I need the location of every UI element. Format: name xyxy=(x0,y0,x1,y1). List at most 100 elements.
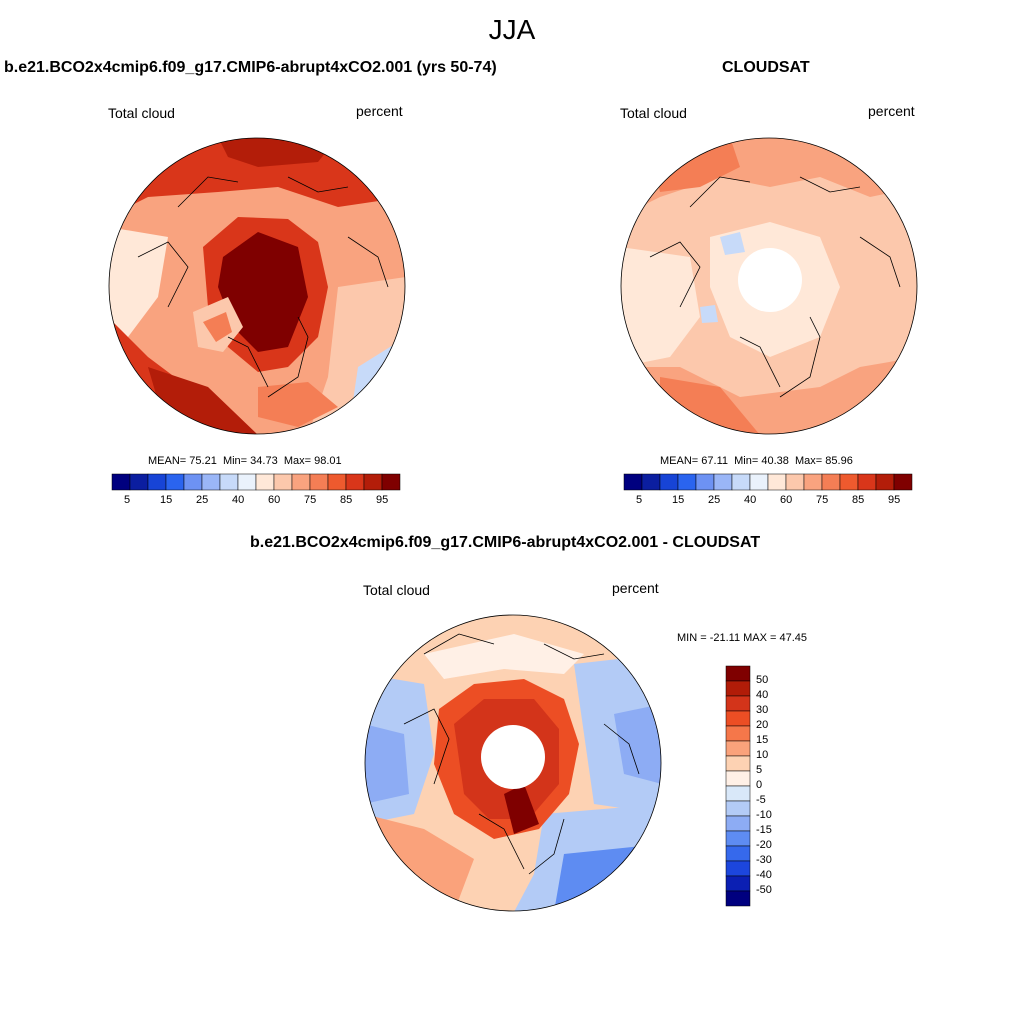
obs-colorbar-swatch xyxy=(677,473,697,491)
obs-max-label: Max= xyxy=(795,455,823,467)
obs-colorbar-tick: 40 xyxy=(744,494,757,506)
diff-colorbar-tick: 20 xyxy=(756,719,769,731)
figure-title: JJA xyxy=(488,14,536,45)
diff-colorbar-tick: 30 xyxy=(756,704,769,716)
diff-colorbar-swatch xyxy=(725,770,751,787)
diff-colorbar-swatch xyxy=(725,845,751,862)
model-colorbar-swatch xyxy=(111,473,131,491)
model-colorbar-swatch xyxy=(183,473,203,491)
model-colorbar-swatch xyxy=(327,473,347,491)
obs-colorbar-swatch xyxy=(767,473,787,491)
diff-colorbar-tick: -40 xyxy=(756,869,772,881)
obs-colorbar-swatch xyxy=(731,473,751,491)
model-colorbar-swatch xyxy=(363,473,383,491)
diff-colorbar-tick: 15 xyxy=(756,734,769,746)
obs-variable-label: Total cloud xyxy=(620,105,687,121)
obs-units-label: percent xyxy=(868,103,915,119)
diff-colorbar-tick: 5 xyxy=(756,764,763,776)
diff-colorbar-tick: -10 xyxy=(756,809,772,821)
obs-colorbar-tick: 85 xyxy=(852,494,865,506)
obs-colorbar-tick: 60 xyxy=(780,494,793,506)
model-max-label: Max= xyxy=(283,455,312,467)
diff-colorbar-tick: -15 xyxy=(756,824,772,836)
obs-colorbar-swatch xyxy=(893,473,913,491)
model-max-value: 98.01 xyxy=(314,455,342,467)
obs-colorbar-tick: 15 xyxy=(672,494,685,506)
obs-panel-title: CLOUDSAT xyxy=(722,59,810,76)
obs-min-label: Min= xyxy=(734,455,759,467)
model-colorbar-swatch xyxy=(129,473,149,491)
model-colorbar-swatch xyxy=(219,473,239,491)
obs-colorbar-tick: 95 xyxy=(888,494,901,506)
obs-colorbar-swatch xyxy=(875,473,895,491)
model-colorbar-swatch xyxy=(165,473,185,491)
model-mean-value: 75.21 xyxy=(189,455,217,467)
diff-colorbar-swatch xyxy=(725,710,751,727)
diff-colorbar-tick: -5 xyxy=(756,794,766,806)
obs-colorbar-swatch xyxy=(785,473,805,491)
diff-colorbar-swatch xyxy=(725,755,751,772)
model-colorbar-swatch xyxy=(345,473,365,491)
diff-colorbar-swatch xyxy=(725,860,751,877)
model-min-label: Min= xyxy=(222,455,248,467)
diff-colorbar-swatch xyxy=(725,695,751,712)
diff-colorbar-tick: 40 xyxy=(756,689,769,701)
obs-colorbar-ticks: 5 15 25 40 60 75 85 95 xyxy=(624,494,912,508)
diff-colorbar-swatch xyxy=(725,785,751,802)
obs-polar-map xyxy=(620,137,918,435)
diff-colorbar-swatch xyxy=(725,680,751,697)
obs-colorbar-tick: 5 xyxy=(636,494,643,506)
diff-polar-map xyxy=(364,614,662,912)
obs-colorbar-swatch xyxy=(749,473,769,491)
model-polar-map xyxy=(108,137,406,435)
diff-colorbar-swatch xyxy=(725,815,751,832)
obs-colorbar-swatch xyxy=(713,473,733,491)
model-colorbar-tick: 85 xyxy=(340,494,353,506)
diff-units-label: percent xyxy=(612,580,659,596)
obs-colorbar-swatch xyxy=(641,473,661,491)
obs-colorbar-swatch xyxy=(821,473,841,491)
diff-colorbar-swatch xyxy=(725,890,751,907)
obs-min-value: 40.38 xyxy=(761,455,789,467)
model-colorbar-swatch xyxy=(291,473,311,491)
obs-colorbar-swatch xyxy=(695,473,715,491)
obs-colorbar-swatch xyxy=(803,473,823,491)
obs-colorbar-tick: 25 xyxy=(708,494,721,506)
diff-colorbar-tick: 50 xyxy=(756,674,769,686)
obs-max-value: 85.96 xyxy=(825,455,853,467)
model-units-label: percent xyxy=(356,103,403,119)
model-colorbar-tick: 5 xyxy=(124,494,131,506)
diff-colorbar-swatch xyxy=(725,800,751,817)
obs-colorbar-swatch xyxy=(839,473,859,491)
model-colorbar-swatch xyxy=(309,473,329,491)
diff-colorbar-ticks: 50 40 30 20 15 10 5 0 -5 -10 -15 -20 -30 -40 -50 xyxy=(756,666,796,906)
model-colorbar-swatch xyxy=(273,473,293,491)
model-colorbar xyxy=(111,473,401,491)
model-colorbar-tick: 15 xyxy=(160,494,173,506)
diff-colorbar-swatch xyxy=(725,725,751,742)
model-colorbar-tick: 40 xyxy=(232,494,245,506)
model-colorbar-tick: 25 xyxy=(196,494,209,506)
diff-colorbar-tick: 10 xyxy=(756,749,769,761)
model-colorbar-swatch xyxy=(147,473,167,491)
obs-colorbar-tick: 75 xyxy=(816,494,829,506)
diff-colorbar-swatch xyxy=(725,875,751,892)
model-mean-label: MEAN= xyxy=(148,455,187,467)
obs-mean-value: 67.11 xyxy=(701,455,728,467)
model-panel-title: b.e21.BCO2x4cmip6.f09_g17.CMIP6-abrupt4x… xyxy=(4,59,497,76)
diff-colorbar-tick: -50 xyxy=(756,884,772,896)
model-colorbar-ticks: 5 15 25 40 60 75 85 95 xyxy=(112,494,400,508)
model-min-value: 34.73 xyxy=(250,455,278,467)
obs-colorbar xyxy=(623,473,913,491)
diff-colorbar-swatch xyxy=(725,830,751,847)
diff-panel-title: b.e21.BCO2x4cmip6.f09_g17.CMIP6-abrupt4x… xyxy=(250,534,761,551)
obs-colorbar-swatch xyxy=(857,473,877,491)
diff-colorbar-tick: 0 xyxy=(756,779,763,791)
diff-colorbar-tick: -20 xyxy=(756,839,772,851)
model-colorbar-swatch xyxy=(201,473,221,491)
diff-colorbar-swatch xyxy=(725,740,751,757)
model-colorbar-tick: 75 xyxy=(304,494,317,506)
model-colorbar-swatch xyxy=(237,473,257,491)
model-colorbar-tick: 95 xyxy=(376,494,389,506)
obs-colorbar-swatch xyxy=(623,473,643,491)
